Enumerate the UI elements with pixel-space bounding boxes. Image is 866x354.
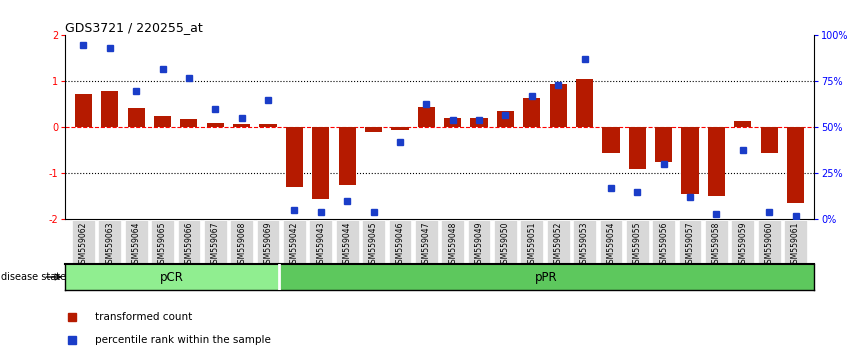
Bar bbox=[603, 127, 619, 153]
Bar bbox=[734, 120, 752, 127]
FancyBboxPatch shape bbox=[573, 220, 596, 263]
Bar bbox=[207, 123, 224, 127]
Text: GSM559061: GSM559061 bbox=[791, 222, 800, 268]
Text: GSM559063: GSM559063 bbox=[106, 222, 114, 268]
Bar bbox=[65, 264, 279, 290]
Text: GSM559046: GSM559046 bbox=[396, 222, 404, 268]
Bar bbox=[180, 119, 197, 127]
Text: GSM559042: GSM559042 bbox=[290, 222, 299, 268]
Bar bbox=[444, 118, 462, 127]
Bar bbox=[74, 94, 92, 127]
Text: GSM559056: GSM559056 bbox=[659, 222, 669, 268]
Text: GSM559066: GSM559066 bbox=[184, 222, 193, 268]
FancyBboxPatch shape bbox=[362, 220, 385, 263]
FancyBboxPatch shape bbox=[283, 220, 306, 263]
FancyBboxPatch shape bbox=[204, 220, 227, 263]
Bar bbox=[682, 127, 699, 194]
FancyBboxPatch shape bbox=[99, 220, 121, 263]
FancyBboxPatch shape bbox=[546, 220, 570, 263]
Text: GSM559058: GSM559058 bbox=[712, 222, 721, 268]
FancyBboxPatch shape bbox=[599, 220, 623, 263]
Text: GSM559048: GSM559048 bbox=[449, 222, 457, 268]
Text: GSM559049: GSM559049 bbox=[475, 222, 483, 268]
FancyBboxPatch shape bbox=[468, 220, 490, 263]
Text: disease state: disease state bbox=[1, 272, 66, 282]
Text: GSM559065: GSM559065 bbox=[158, 222, 167, 268]
Bar bbox=[417, 107, 435, 127]
Text: GSM559067: GSM559067 bbox=[210, 222, 220, 268]
Text: pCR: pCR bbox=[160, 270, 184, 284]
FancyBboxPatch shape bbox=[758, 220, 780, 263]
FancyBboxPatch shape bbox=[72, 220, 94, 263]
Text: GSM559060: GSM559060 bbox=[765, 222, 773, 268]
Text: GSM559062: GSM559062 bbox=[79, 222, 88, 268]
Text: GSM559047: GSM559047 bbox=[422, 222, 430, 268]
Text: GSM559051: GSM559051 bbox=[527, 222, 536, 268]
FancyBboxPatch shape bbox=[256, 220, 280, 263]
Text: GSM559068: GSM559068 bbox=[237, 222, 246, 268]
Bar bbox=[279, 264, 814, 290]
Bar bbox=[497, 111, 514, 127]
Bar bbox=[708, 127, 725, 196]
FancyBboxPatch shape bbox=[785, 220, 807, 263]
Text: pPR: pPR bbox=[535, 270, 558, 284]
Text: GSM559064: GSM559064 bbox=[132, 222, 140, 268]
FancyBboxPatch shape bbox=[732, 220, 754, 263]
FancyBboxPatch shape bbox=[626, 220, 649, 263]
Bar bbox=[260, 124, 276, 127]
Text: GSM559052: GSM559052 bbox=[553, 222, 563, 268]
Text: GDS3721 / 220255_at: GDS3721 / 220255_at bbox=[65, 21, 203, 34]
Text: transformed count: transformed count bbox=[95, 312, 192, 322]
Bar bbox=[470, 118, 488, 127]
FancyBboxPatch shape bbox=[178, 220, 200, 263]
Text: GSM559069: GSM559069 bbox=[263, 222, 273, 268]
Bar bbox=[286, 127, 303, 187]
Bar bbox=[787, 127, 805, 203]
Bar bbox=[655, 127, 672, 162]
FancyBboxPatch shape bbox=[152, 220, 174, 263]
Text: GSM559057: GSM559057 bbox=[686, 222, 695, 268]
FancyBboxPatch shape bbox=[520, 220, 543, 263]
Bar bbox=[576, 79, 593, 127]
Text: GSM559050: GSM559050 bbox=[501, 222, 510, 268]
Bar bbox=[154, 116, 171, 127]
Bar bbox=[523, 97, 540, 127]
Bar bbox=[550, 84, 566, 127]
Text: GSM559045: GSM559045 bbox=[369, 222, 378, 268]
Bar bbox=[339, 127, 356, 185]
Text: GSM559043: GSM559043 bbox=[316, 222, 326, 268]
Text: GSM559054: GSM559054 bbox=[606, 222, 616, 268]
Bar bbox=[629, 127, 646, 169]
Bar bbox=[313, 127, 329, 199]
Bar bbox=[391, 127, 409, 130]
FancyBboxPatch shape bbox=[679, 220, 701, 263]
FancyBboxPatch shape bbox=[442, 220, 464, 263]
FancyBboxPatch shape bbox=[125, 220, 147, 263]
FancyBboxPatch shape bbox=[230, 220, 253, 263]
Bar bbox=[760, 127, 778, 153]
Bar bbox=[127, 108, 145, 127]
Bar bbox=[233, 124, 250, 127]
FancyBboxPatch shape bbox=[309, 220, 333, 263]
FancyBboxPatch shape bbox=[336, 220, 359, 263]
FancyBboxPatch shape bbox=[652, 220, 675, 263]
Text: GSM559059: GSM559059 bbox=[739, 222, 747, 268]
FancyBboxPatch shape bbox=[389, 220, 411, 263]
Text: GSM559053: GSM559053 bbox=[580, 222, 589, 268]
FancyBboxPatch shape bbox=[705, 220, 727, 263]
Bar bbox=[365, 127, 382, 132]
Text: GSM559055: GSM559055 bbox=[633, 222, 642, 268]
Bar bbox=[101, 91, 119, 127]
Text: GSM559044: GSM559044 bbox=[343, 222, 352, 268]
FancyBboxPatch shape bbox=[415, 220, 437, 263]
Text: percentile rank within the sample: percentile rank within the sample bbox=[95, 335, 271, 345]
FancyBboxPatch shape bbox=[494, 220, 517, 263]
